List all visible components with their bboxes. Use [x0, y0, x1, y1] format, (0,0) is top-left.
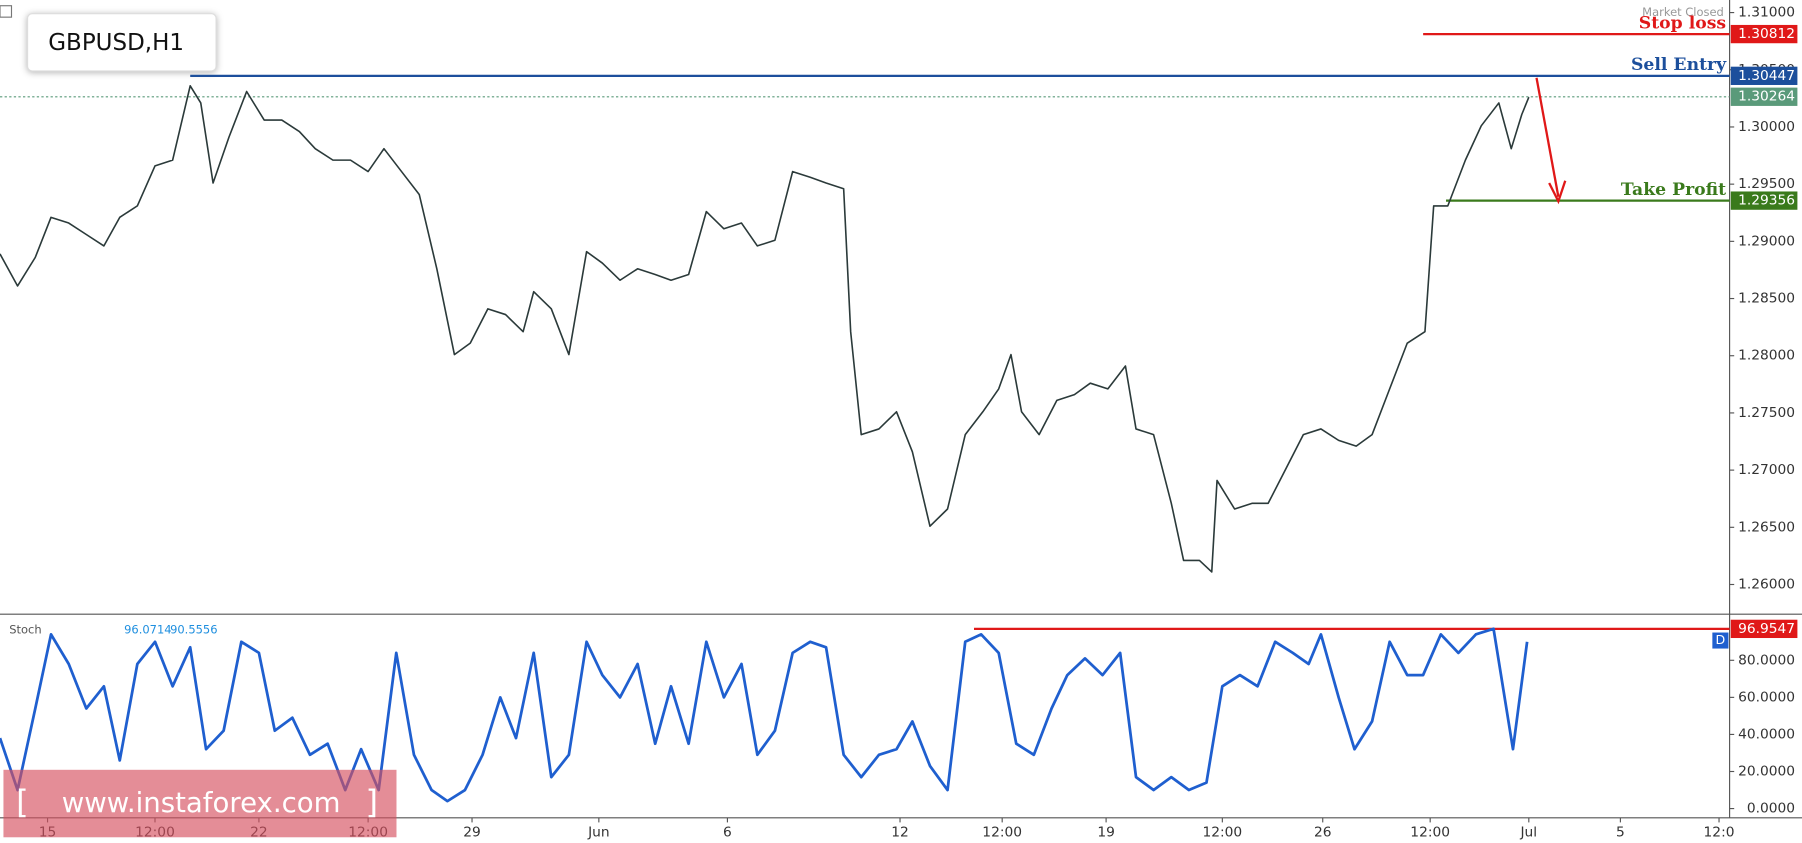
x-tick-label: 5: [1616, 825, 1625, 841]
y-tick-label: 1.28000: [1738, 348, 1795, 364]
y-tick-label: 0.0000: [1747, 801, 1795, 817]
plot: 1.310001.305001.300001.295001.290001.285…: [0, 5, 1798, 841]
level-name: Sell Entry: [1631, 55, 1727, 75]
price-badge-label: 96.9547: [1738, 621, 1795, 637]
x-tick-label: Jul: [1519, 825, 1537, 841]
x-tick-label: 12:0: [1704, 825, 1735, 841]
x-tick-label: Jun: [587, 825, 610, 841]
x-tick-label: 19: [1097, 825, 1115, 841]
x-tick-label: 12:00: [1410, 825, 1450, 841]
price-badge: [1730, 191, 1798, 210]
price-badge-label: 1.29356: [1738, 193, 1795, 209]
y-tick-label: 1.29000: [1738, 233, 1795, 249]
indicator-badge: [1712, 632, 1729, 649]
y-tick-label: 1.30000: [1738, 119, 1795, 135]
price-badge: [1730, 87, 1798, 106]
y-tick-label: 1.29500: [1738, 176, 1795, 192]
y-tick-label: 1.31000: [1738, 5, 1795, 21]
x-tick-label: 6: [723, 825, 732, 841]
price-badge: [1730, 66, 1798, 85]
series-line: [0, 84, 1530, 573]
watermark: [: [16, 783, 29, 821]
series-line: [0, 627, 1529, 803]
indicator-readout: 90.5556: [170, 623, 217, 637]
x-tick-label: 29: [463, 825, 481, 841]
arrow: [1535, 77, 1560, 197]
level-name: Take Profit: [1621, 180, 1726, 200]
indicator-badge-label: D: [1716, 632, 1726, 647]
indicator-readout: 96.0714: [124, 623, 171, 637]
y-tick-label: 40.0000: [1738, 726, 1795, 742]
x-tick-label: 12:00: [982, 825, 1022, 841]
price-badge: [1730, 619, 1798, 639]
x-tick-label: 26: [1314, 825, 1332, 841]
y-tick-label: 1.28500: [1738, 291, 1795, 307]
price-badge-label: 1.30447: [1738, 68, 1795, 84]
y-tick-label: 1.27000: [1738, 462, 1795, 478]
price-badge: [1730, 24, 1798, 44]
x-tick-label: 12:00: [1202, 825, 1242, 841]
y-tick-label: 20.0000: [1738, 764, 1795, 780]
collapse-icon[interactable]: [0, 5, 13, 18]
price-badge-label: 1.30812: [1738, 26, 1795, 42]
symbol-title: GBPUSD,H1: [48, 30, 184, 56]
arrow-head: [1548, 180, 1567, 205]
level-name: Stop loss: [1639, 13, 1726, 33]
x-tick-label: 12: [891, 825, 909, 841]
watermark: ]: [365, 783, 378, 821]
symbol-box: [27, 13, 217, 72]
y-tick-label: 1.26500: [1738, 519, 1795, 535]
price-badge-label: 1.30264: [1738, 89, 1795, 105]
y-tick-label: 80.0000: [1738, 652, 1795, 668]
y-tick-label: 1.26000: [1738, 577, 1795, 593]
y-tick-label: 1.27500: [1738, 405, 1795, 421]
indicator-name: Stoch: [9, 623, 41, 637]
watermark-bg: [3, 769, 397, 838]
y-tick-label: 60.0000: [1738, 689, 1795, 705]
market-status: Market Closed: [1642, 5, 1724, 19]
watermark: www.instaforex.com: [62, 787, 341, 819]
